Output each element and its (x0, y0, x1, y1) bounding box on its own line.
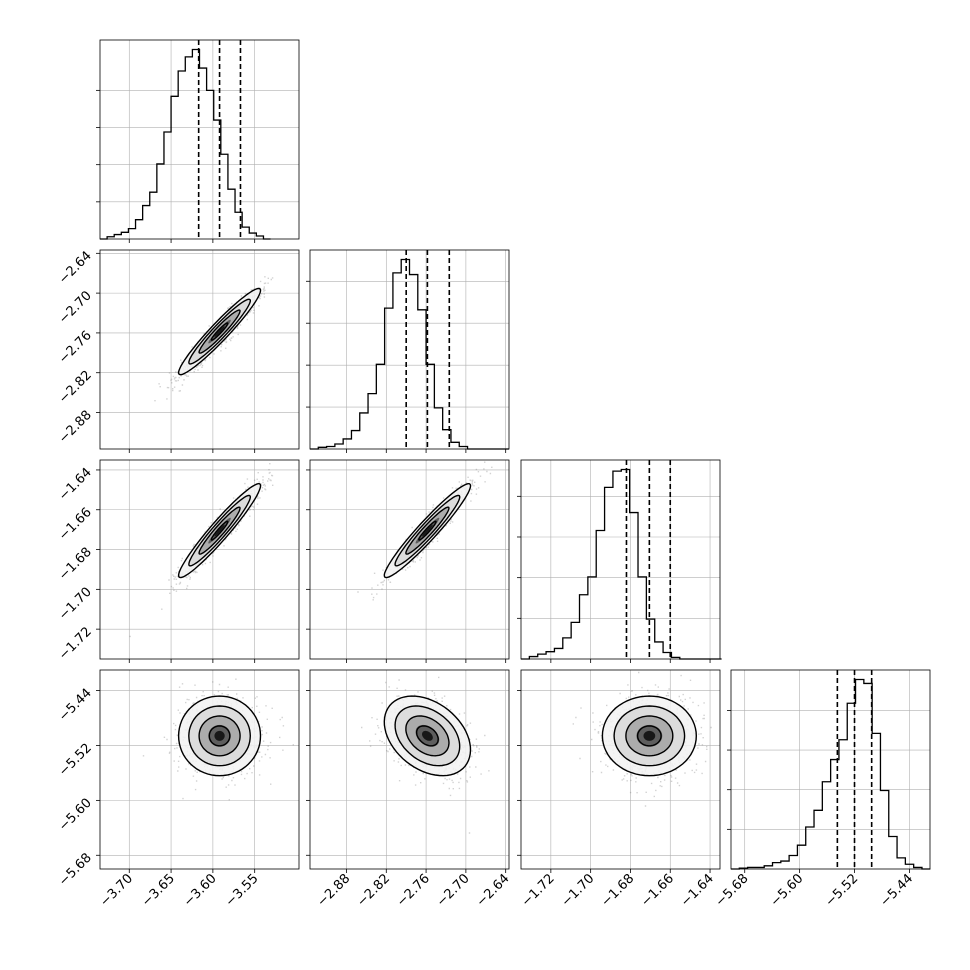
scatter-panel-2-1 (306, 459, 510, 663)
contour-line (188, 298, 251, 365)
contour-line (177, 483, 262, 579)
scatter-panel-3-2: −1.72 −1.70 −1.68 −1.66 −1.64 (517, 669, 721, 910)
contour-line (177, 287, 262, 376)
panel-frame (309, 669, 510, 870)
contour-line (394, 705, 461, 767)
density-fill (643, 730, 656, 741)
density-fill (214, 524, 225, 537)
x-tick-label: −3.60 (181, 871, 220, 910)
y-tick-label: −1.64 (56, 465, 95, 504)
x-tick-label: −5.60 (768, 871, 807, 910)
panel-frame (99, 249, 300, 450)
density-fill (422, 524, 433, 537)
panel-frame (99, 669, 300, 870)
histogram-panel-1 (306, 249, 510, 453)
x-tick-label: −2.64 (474, 871, 513, 910)
contour-line (188, 705, 252, 767)
x-tick-label: −2.82 (354, 871, 393, 910)
contour-line (625, 715, 674, 757)
scatter-panel-3-1: −2.88 −2.82 −2.76 −2.70 −2.64 (306, 669, 513, 910)
x-tick-label: −1.64 (678, 871, 717, 910)
x-tick-label: −5.44 (877, 871, 916, 910)
y-tick-label: −1.68 (56, 545, 95, 584)
contour-line (383, 695, 472, 777)
contour-line (210, 322, 229, 341)
density-fill (422, 730, 433, 741)
histogram-panel-0 (96, 39, 300, 243)
histogram-line (100, 48, 271, 240)
x-tick-label: −5.68 (713, 871, 752, 910)
x-tick-label: −5.52 (823, 871, 862, 910)
x-tick-label: −3.65 (139, 871, 178, 910)
scatter-panel-2-0: −1.72−1.70−1.68−1.66−1.64 (56, 459, 300, 663)
y-tick-label: −2.82 (56, 368, 95, 407)
y-tick-label: −2.64 (56, 249, 95, 288)
panel-content (154, 276, 274, 402)
density-fill (214, 326, 225, 337)
x-tick-label: −1.70 (559, 871, 598, 910)
contour-line (405, 715, 450, 757)
y-tick-label: −5.68 (56, 850, 95, 889)
panel-content (361, 676, 490, 834)
panel-frame (309, 459, 510, 660)
y-tick-label: −1.72 (56, 624, 95, 663)
contour-line (210, 520, 229, 541)
contour-line (415, 725, 439, 747)
x-tick-label: −3.70 (97, 871, 136, 910)
contour-line (198, 506, 241, 555)
x-tick-label: −2.76 (394, 871, 433, 910)
panel-frame (99, 39, 300, 240)
contour-line (198, 715, 241, 757)
y-tick-label: −5.60 (56, 796, 95, 835)
contour-line (601, 695, 698, 777)
histogram-line (731, 678, 931, 870)
y-tick-label: −5.44 (56, 686, 95, 725)
contour-line (208, 725, 231, 747)
y-tick-label: −2.70 (56, 288, 95, 327)
scatter-panel-3-0: −3.70 −3.65 −3.60 −3.55 −5.68 −5.60 −5.52 −5.44 (56, 669, 300, 910)
panel-frame (309, 249, 510, 450)
panel-content (572, 671, 712, 807)
contour-line (418, 520, 437, 541)
contour-line (405, 506, 450, 555)
contour-line (636, 725, 662, 747)
x-tick-label: −1.66 (638, 871, 677, 910)
histogram-panel-2 (517, 459, 722, 663)
x-tick-label: −2.88 (315, 871, 354, 910)
contour-line (198, 309, 241, 354)
contour-line (188, 494, 251, 567)
panel-frame (520, 459, 721, 660)
y-tick-label: −2.76 (56, 328, 95, 367)
histogram-line (310, 258, 509, 450)
contour-line (383, 483, 472, 579)
contour-line (394, 494, 461, 567)
panel-frame (99, 459, 300, 660)
y-tick-label: −1.70 (56, 585, 95, 624)
panel-frame (520, 669, 721, 870)
contour-line (613, 705, 686, 767)
y-tick-label: −5.52 (56, 741, 95, 780)
y-tick-label: −1.66 (56, 505, 95, 544)
histogram-line (521, 468, 722, 660)
panel-content (357, 460, 493, 601)
scatter-panel-1-0: −2.88−2.82−2.76−2.70−2.64 (56, 249, 300, 453)
density-fill (214, 730, 225, 741)
panel-frame (730, 669, 931, 870)
x-tick-label: −3.55 (223, 871, 262, 910)
x-tick-label: −2.70 (434, 871, 473, 910)
x-tick-label: −1.68 (598, 871, 637, 910)
histogram-panel-3: −5.68 −5.60 −5.52 −5.44 (713, 669, 931, 910)
x-tick-label: −1.72 (519, 871, 558, 910)
panel-content (142, 678, 294, 801)
panel-content (129, 463, 274, 638)
y-tick-label: −2.88 (56, 408, 95, 447)
contour-line (177, 695, 262, 777)
